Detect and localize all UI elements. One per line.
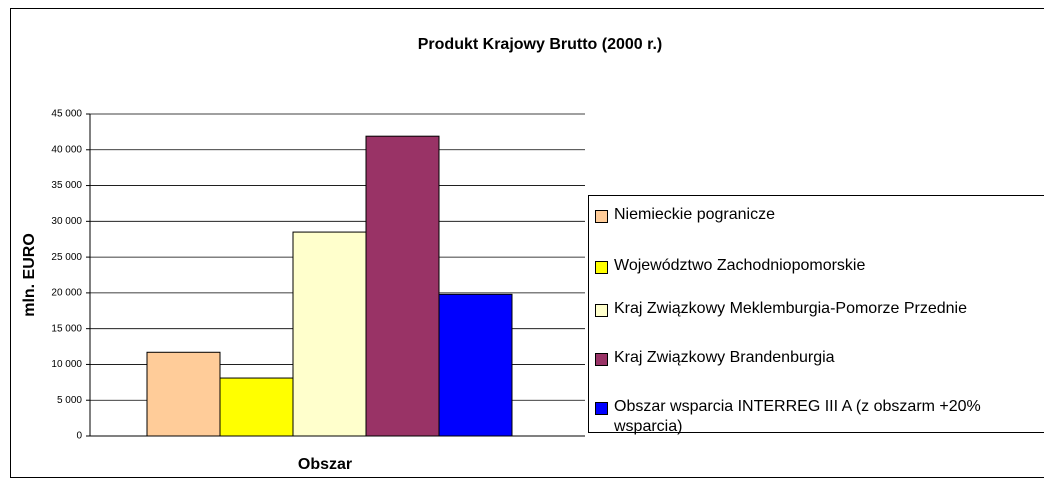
legend-item: Kraj Związkowy Meklemburgia-Pomorze Prze… — [595, 299, 1044, 319]
legend-label: Kraj Związkowy Meklemburgia-Pomorze Prze… — [614, 300, 968, 317]
legend-label: Niemieckie pogranicze — [614, 206, 775, 223]
legend-label: Obszar wsparcia INTERREG III A (z obszar… — [614, 398, 981, 435]
legend-swatch — [595, 261, 608, 274]
bar — [219, 377, 294, 437]
legend-label: Kraj Związkowy Brandenburgia — [614, 349, 835, 366]
y-tick-label: 20 000 — [51, 288, 82, 299]
y-tick-label: 40 000 — [51, 144, 82, 155]
bar — [146, 351, 221, 437]
legend-item: Niemieckie pogranicze — [595, 205, 1044, 225]
legend-swatch — [595, 210, 608, 223]
y-tick-label: 25 000 — [51, 252, 82, 263]
y-tick-label: 45 000 — [51, 109, 82, 120]
x-axis-title: Obszar — [298, 456, 352, 473]
bar — [365, 135, 440, 437]
y-tick-label: 35 000 — [51, 180, 82, 191]
legend-swatch — [595, 304, 608, 317]
legend-swatch — [595, 402, 608, 415]
y-tick-label: 15 000 — [51, 323, 82, 334]
legend-swatch — [595, 353, 608, 366]
y-tick-label: 5 000 — [57, 395, 82, 406]
bar — [438, 293, 513, 437]
chart-title: Produkt Krajowy Brutto (2000 r.) — [418, 36, 663, 53]
y-tick-label: 0 — [76, 431, 82, 442]
legend-item: Województwo Zachodniopomorskie — [595, 256, 1044, 276]
y-tick-label: 30 000 — [51, 216, 82, 227]
bar — [292, 231, 367, 437]
legend: Niemieckie pogranicze Województwo Zachodn… — [588, 195, 1044, 435]
y-tick-label: 10 000 — [51, 359, 82, 370]
legend-item: Obszar wsparcia INTERREG III A (z obszar… — [595, 397, 1044, 437]
legend-item: Kraj Związkowy Brandenburgia — [595, 348, 1044, 368]
y-axis-title: mln. EURO — [21, 233, 38, 317]
legend-label: Województwo Zachodniopomorskie — [614, 257, 866, 274]
